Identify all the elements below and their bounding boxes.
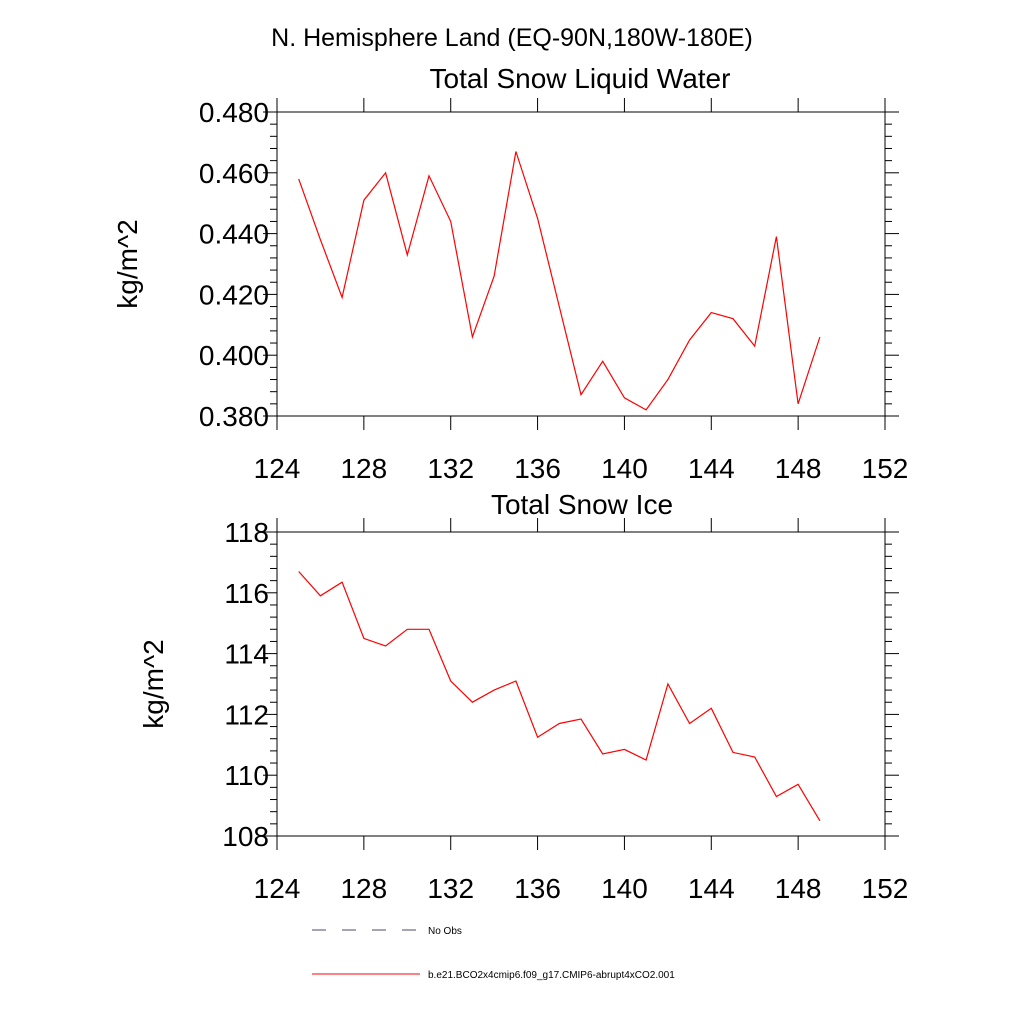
x-tick-label: 140 <box>601 453 648 484</box>
panel-title: Total Snow Liquid Water <box>430 63 731 94</box>
x-tick-label: 148 <box>775 873 822 904</box>
y-tick-label: 116 <box>224 578 269 609</box>
x-tick-label: 144 <box>688 453 735 484</box>
x-tick-label: 124 <box>254 453 301 484</box>
series-line <box>298 151 821 411</box>
tick-marks <box>263 98 899 430</box>
y-tick-labels: 108 110 112 114 116 118 <box>222 517 269 852</box>
x-tick-label: 152 <box>862 453 909 484</box>
y-tick-label: 0.380 <box>199 401 269 432</box>
series-line <box>298 571 821 822</box>
x-tick-label: 132 <box>427 453 474 484</box>
y-tick-label: 108 <box>222 821 269 852</box>
x-tick-label: 128 <box>340 873 387 904</box>
legend-label-model: b.e21.BCO2x4cmip6.f09_g17.CMIP6-abrupt4x… <box>428 970 675 981</box>
panel-snow-liquid-water: Total Snow Liquid Water kg/m^2 0.380 0.40… <box>112 63 908 484</box>
y-tick-label: 0.480 <box>199 97 269 128</box>
series-group <box>298 151 821 411</box>
x-tick-label: 148 <box>775 453 822 484</box>
legend: No Obs b.e21.BCO2x4cmip6.f09_g17.CMIP6-a… <box>312 926 675 981</box>
figure-title: N. Hemisphere Land (EQ-90N,180W-180E) <box>271 24 753 52</box>
y-tick-label: 0.420 <box>199 279 269 310</box>
x-tick-label: 128 <box>340 453 387 484</box>
y-tick-label: 110 <box>224 760 269 791</box>
y-tick-label: 114 <box>224 639 269 670</box>
x-tick-label: 132 <box>427 873 474 904</box>
x-tick-label: 136 <box>514 453 561 484</box>
x-tick-label: 152 <box>862 873 909 904</box>
x-tick-label: 136 <box>514 873 561 904</box>
y-axis-label: kg/m^2 <box>112 219 143 308</box>
y-tick-label: 0.400 <box>199 340 269 371</box>
plot-frame <box>276 531 886 837</box>
x-tick-label: 124 <box>254 873 301 904</box>
plot-frame <box>276 111 886 417</box>
tick-marks <box>263 518 899 850</box>
y-tick-label: 112 <box>224 699 269 730</box>
x-tick-labels: 124 128 132 136 140 144 148 152 <box>254 453 909 484</box>
y-axis-label: kg/m^2 <box>138 639 169 728</box>
x-tick-label: 140 <box>601 873 648 904</box>
x-tick-labels: 124 128 132 136 140 144 148 152 <box>254 873 909 904</box>
y-tick-label: 0.440 <box>199 219 269 250</box>
series-group <box>298 571 821 822</box>
y-tick-label: 0.460 <box>199 158 269 189</box>
legend-label-no-obs: No Obs <box>428 926 462 937</box>
panel-snow-ice: Total Snow Ice kg/m^2 108 110 112 114 116 118… <box>138 489 908 904</box>
y-tick-labels: 0.380 0.400 0.420 0.440 0.460 0.480 <box>199 97 269 432</box>
panel-title: Total Snow Ice <box>491 489 673 520</box>
y-tick-label: 118 <box>224 517 269 548</box>
x-tick-label: 144 <box>688 873 735 904</box>
